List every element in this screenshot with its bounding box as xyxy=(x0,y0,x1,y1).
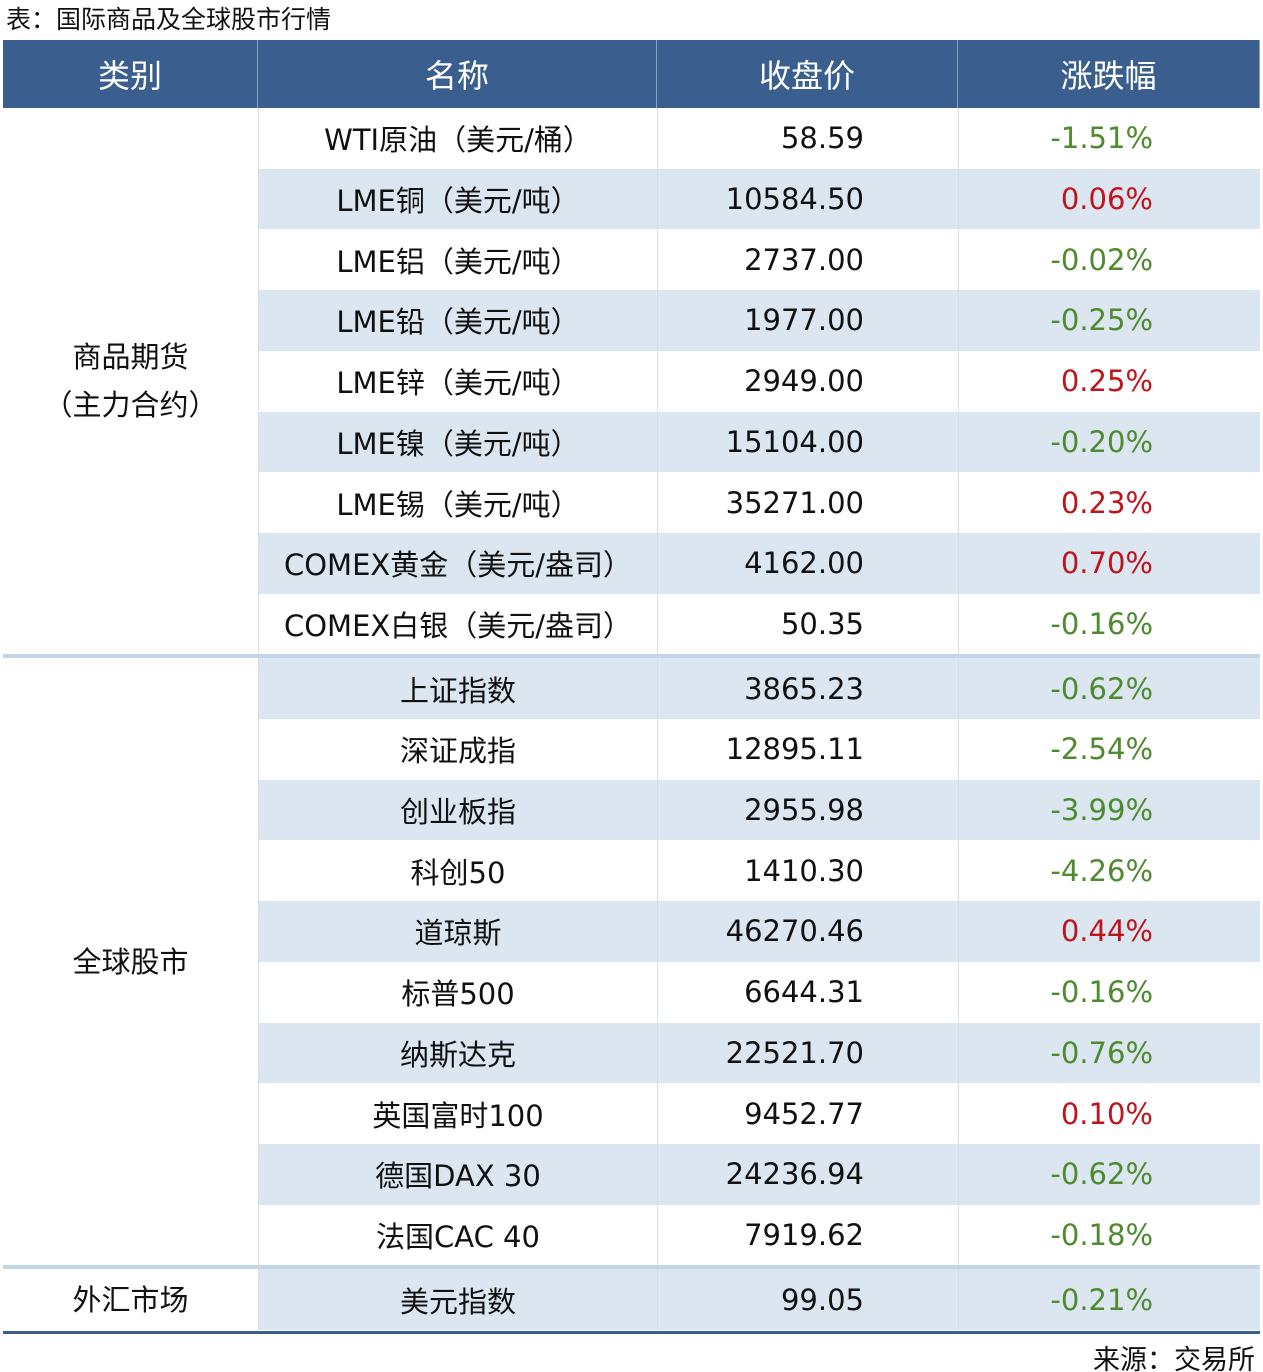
name-cell: COMEX黄金（美元/盎司） xyxy=(258,532,657,594)
change-cell: -0.20% xyxy=(958,411,1260,473)
price-cell: 9452.77 xyxy=(657,1083,958,1144)
change-cell: 0.10% xyxy=(958,1083,1260,1144)
name-cell: LME锌（美元/吨） xyxy=(258,350,657,412)
price-cell: 99.05 xyxy=(657,1269,958,1330)
price-cell: 2949.00 xyxy=(657,350,958,412)
name-cell: 科创50 xyxy=(258,840,657,902)
price-cell: 6644.31 xyxy=(657,961,958,1023)
change-cell: 0.70% xyxy=(958,532,1260,594)
category-cell: 商品期货 （主力合约） xyxy=(43,340,218,423)
name-cell: COMEX白银（美元/盎司） xyxy=(258,593,657,655)
price-cell: 7919.62 xyxy=(657,1204,958,1266)
name-cell: 纳斯达克 xyxy=(258,1022,657,1084)
price-cell: 12895.11 xyxy=(657,719,958,780)
header-cell: 名称 xyxy=(258,40,657,108)
change-cell: 0.44% xyxy=(958,901,1260,962)
change-cell: -0.21% xyxy=(958,1269,1260,1330)
header-cell: 收盘价 xyxy=(657,40,958,108)
change-cell: -0.62% xyxy=(958,1143,1260,1205)
change-cell: -0.76% xyxy=(958,1022,1260,1084)
change-cell: -0.16% xyxy=(958,593,1260,655)
name-cell: LME铝（美元/吨） xyxy=(258,229,657,291)
name-cell: 上证指数 xyxy=(258,658,657,719)
price-cell: 1977.00 xyxy=(657,290,958,351)
price-cell: 24236.94 xyxy=(657,1143,958,1205)
name-cell: 德国DAX 30 xyxy=(258,1143,657,1205)
name-cell: 美元指数 xyxy=(258,1269,657,1330)
name-cell: 深证成指 xyxy=(258,719,657,780)
price-cell: 58.59 xyxy=(657,108,958,169)
name-cell: 标普500 xyxy=(258,961,657,1023)
change-cell: -1.51% xyxy=(958,108,1260,169)
change-cell: -0.25% xyxy=(958,290,1260,351)
change-cell: -3.99% xyxy=(958,779,1260,841)
name-cell: LME铅（美元/吨） xyxy=(258,290,657,351)
change-cell: -4.26% xyxy=(958,840,1260,902)
price-cell: 2737.00 xyxy=(657,229,958,291)
header-cell: 涨跌幅 xyxy=(958,40,1260,108)
price-cell: 1410.30 xyxy=(657,840,958,902)
price-cell: 3865.23 xyxy=(657,658,958,719)
name-cell: 创业板指 xyxy=(258,779,657,841)
category-cell: 外汇市场 xyxy=(72,1282,189,1317)
change-cell: 0.23% xyxy=(958,472,1260,533)
name-cell: 英国富时100 xyxy=(258,1083,657,1144)
name-cell: 道琼斯 xyxy=(258,901,657,962)
name-cell: LME镍（美元/吨） xyxy=(258,411,657,473)
change-cell: -2.54% xyxy=(958,719,1260,780)
group-separator xyxy=(3,1265,1260,1270)
name-cell: LME铜（美元/吨） xyxy=(258,168,657,230)
price-cell: 35271.00 xyxy=(657,472,958,533)
header-cell: 类别 xyxy=(3,40,258,108)
change-cell: -0.18% xyxy=(958,1204,1260,1266)
group-separator xyxy=(3,654,1260,659)
source: 来源：交易所 xyxy=(1093,1345,1255,1372)
name-cell: WTI原油（美元/桶） xyxy=(258,108,657,169)
caption: 表：国际商品及全球股市行情 xyxy=(6,5,332,34)
price-cell: 22521.70 xyxy=(657,1022,958,1084)
price-cell: 46270.46 xyxy=(657,901,958,962)
change-cell: 0.25% xyxy=(958,350,1260,412)
change-cell: -0.16% xyxy=(958,961,1260,1023)
name-cell: 法国CAC 40 xyxy=(258,1204,657,1266)
change-cell: 0.06% xyxy=(958,168,1260,230)
price-cell: 10584.50 xyxy=(657,168,958,230)
price-cell: 50.35 xyxy=(657,593,958,655)
price-cell: 4162.00 xyxy=(657,532,958,594)
change-cell: -0.02% xyxy=(958,229,1260,291)
price-cell: 2955.98 xyxy=(657,779,958,841)
name-cell: LME锡（美元/吨） xyxy=(258,472,657,533)
price-cell: 15104.00 xyxy=(657,411,958,473)
table-bottom-border xyxy=(3,1331,1260,1334)
category-cell: 全球股市 xyxy=(72,944,189,979)
change-cell: -0.62% xyxy=(958,658,1260,719)
